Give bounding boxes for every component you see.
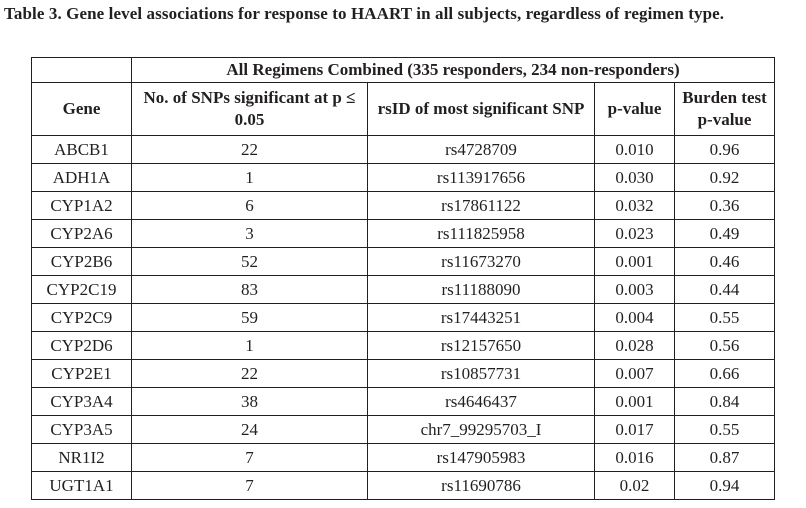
snp-count-cell: 83 xyxy=(131,275,368,304)
table-row: NR1I2 7 rs147905983 0.016 0.87 xyxy=(31,443,776,472)
table-row: CYP2E1 22 rs10857731 0.007 0.66 xyxy=(31,359,776,388)
column-header-p-value: p-value xyxy=(594,82,675,136)
group-header-row: All Regimens Combined (335 responders, 2… xyxy=(31,57,776,83)
burden-test-cell: 0.92 xyxy=(673,163,776,192)
rsid-cell: rs147905983 xyxy=(367,443,595,472)
p-value-cell: 0.028 xyxy=(594,331,675,360)
gene-cell: UGT1A1 xyxy=(31,471,132,500)
burden-test-cell: 0.84 xyxy=(673,387,776,416)
table-row: CYP3A4 38 rs4646437 0.001 0.84 xyxy=(31,387,776,416)
p-value-cell: 0.004 xyxy=(594,303,675,332)
p-value-cell: 0.003 xyxy=(594,275,675,304)
rsid-cell: rs113917656 xyxy=(367,163,595,192)
gene-cell: CYP2C19 xyxy=(31,275,132,304)
table-row: CYP3A5 24 chr7_99295703_I 0.017 0.55 xyxy=(31,415,776,444)
p-value-cell: 0.001 xyxy=(594,387,675,416)
rsid-cell: rs17443251 xyxy=(367,303,595,332)
table-row: CYP2A6 3 rs111825958 0.023 0.49 xyxy=(31,219,776,248)
column-header-rsid: rsID of most significant SNP xyxy=(367,82,595,136)
gene-cell: ADH1A xyxy=(31,163,132,192)
snp-count-cell: 1 xyxy=(131,331,368,360)
burden-test-cell: 0.87 xyxy=(673,443,776,472)
rsid-cell: rs111825958 xyxy=(367,219,595,248)
table-row: CYP2C19 83 rs11188090 0.003 0.44 xyxy=(31,275,776,304)
gene-cell: CYP1A2 xyxy=(31,191,132,220)
p-value-cell: 0.001 xyxy=(594,247,675,276)
gene-associations-table: All Regimens Combined (335 responders, 2… xyxy=(31,57,776,500)
snp-count-cell: 22 xyxy=(131,135,368,164)
rsid-cell: rs10857731 xyxy=(367,359,595,388)
column-header-burden-test: Burden test p-value xyxy=(673,82,776,136)
burden-test-cell: 0.55 xyxy=(673,415,776,444)
p-value-cell: 0.030 xyxy=(594,163,675,192)
snp-count-cell: 7 xyxy=(131,443,368,472)
rsid-cell: rs11188090 xyxy=(367,275,595,304)
gene-cell: CYP3A4 xyxy=(31,387,132,416)
snp-count-cell: 59 xyxy=(131,303,368,332)
gene-cell: CYP2E1 xyxy=(31,359,132,388)
gene-cell: ABCB1 xyxy=(31,135,132,164)
gene-cell: CYP2D6 xyxy=(31,331,132,360)
burden-test-cell: 0.44 xyxy=(673,275,776,304)
gene-cell: CYP2C9 xyxy=(31,303,132,332)
rsid-cell: rs11690786 xyxy=(367,471,595,500)
rsid-cell: rs4728709 xyxy=(367,135,595,164)
p-value-cell: 0.017 xyxy=(594,415,675,444)
column-header-row: Gene No. of SNPs significant at p ≤ 0.05… xyxy=(31,82,776,136)
snp-count-cell: 22 xyxy=(131,359,368,388)
table-row: UGT1A1 7 rs11690786 0.02 0.94 xyxy=(31,471,776,500)
snp-count-cell: 38 xyxy=(131,387,368,416)
rsid-cell: rs12157650 xyxy=(367,331,595,360)
snp-count-cell: 1 xyxy=(131,163,368,192)
table-row: CYP2C9 59 rs17443251 0.004 0.55 xyxy=(31,303,776,332)
rsid-cell: rs17861122 xyxy=(367,191,595,220)
burden-test-cell: 0.49 xyxy=(673,219,776,248)
snp-count-cell: 6 xyxy=(131,191,368,220)
burden-test-cell: 0.96 xyxy=(673,135,776,164)
burden-test-cell: 0.55 xyxy=(673,303,776,332)
table-caption: Table 3. Gene level associations for res… xyxy=(4,4,725,23)
column-header-snp-count: No. of SNPs significant at p ≤ 0.05 xyxy=(131,82,368,136)
burden-test-cell: 0.94 xyxy=(673,471,776,500)
rsid-cell: chr7_99295703_I xyxy=(367,415,595,444)
p-value-cell: 0.010 xyxy=(594,135,675,164)
snp-count-cell: 52 xyxy=(131,247,368,276)
table-row: CYP2B6 52 rs11673270 0.001 0.46 xyxy=(31,247,776,276)
gene-cell: CYP3A5 xyxy=(31,415,132,444)
burden-test-cell: 0.56 xyxy=(673,331,776,360)
snp-count-cell: 24 xyxy=(131,415,368,444)
column-header-gene: Gene xyxy=(31,82,132,136)
gene-cell: CYP2B6 xyxy=(31,247,132,276)
table-row: CYP1A2 6 rs17861122 0.032 0.36 xyxy=(31,191,776,220)
burden-test-cell: 0.46 xyxy=(673,247,776,276)
table-row: ABCB1 22 rs4728709 0.010 0.96 xyxy=(31,135,776,164)
gene-cell: CYP2A6 xyxy=(31,219,132,248)
table-row: CYP2D6 1 rs12157650 0.028 0.56 xyxy=(31,331,776,360)
p-value-cell: 0.016 xyxy=(594,443,675,472)
table-row: ADH1A 1 rs113917656 0.030 0.92 xyxy=(31,163,776,192)
burden-test-cell: 0.36 xyxy=(673,191,776,220)
rsid-cell: rs11673270 xyxy=(367,247,595,276)
p-value-cell: 0.007 xyxy=(594,359,675,388)
snp-count-cell: 7 xyxy=(131,471,368,500)
p-value-cell: 0.023 xyxy=(594,219,675,248)
snp-count-cell: 3 xyxy=(131,219,368,248)
p-value-cell: 0.032 xyxy=(594,191,675,220)
p-value-cell: 0.02 xyxy=(594,471,675,500)
table-body: ABCB1 22 rs4728709 0.010 0.96 ADH1A 1 rs1139176… xyxy=(31,135,776,500)
gene-cell: NR1I2 xyxy=(31,443,132,472)
burden-test-cell: 0.66 xyxy=(673,359,776,388)
rsid-cell: rs4646437 xyxy=(367,387,595,416)
empty-corner-cell xyxy=(31,57,132,83)
group-header: All Regimens Combined (335 responders, 2… xyxy=(130,57,776,83)
